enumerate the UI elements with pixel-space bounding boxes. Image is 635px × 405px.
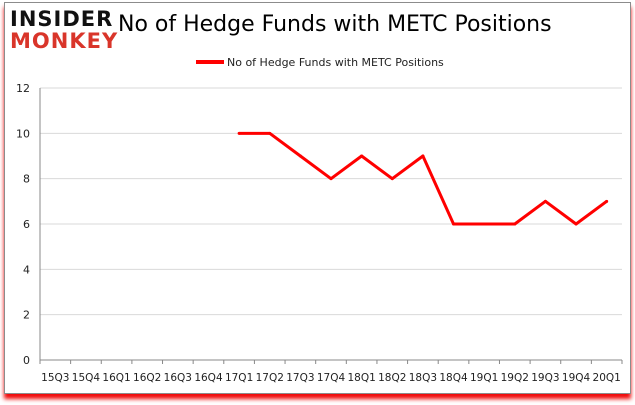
- x-tick-label: 19Q1: [470, 372, 498, 384]
- y-tick-label: 4: [23, 263, 30, 276]
- data-point: [513, 222, 517, 226]
- data-point: [268, 131, 272, 135]
- x-tick-label: 18Q4: [439, 372, 468, 384]
- data-point: [237, 131, 241, 135]
- x-tick-label: 18Q2: [378, 372, 406, 384]
- data-point: [329, 177, 333, 181]
- logo-line2: MONKEY: [10, 29, 119, 53]
- data-point: [452, 222, 456, 226]
- data-point: [390, 177, 394, 181]
- data-point: [605, 199, 609, 203]
- x-tick-label: 17Q1: [225, 372, 253, 384]
- x-tick-label: 17Q2: [256, 372, 284, 384]
- x-tick-label: 16Q4: [194, 372, 223, 384]
- y-tick-label: 0: [23, 354, 30, 367]
- x-tick-label: 15Q4: [72, 372, 101, 384]
- legend-label: No of Hedge Funds with METC Positions: [227, 56, 444, 69]
- x-tick-label: 16Q3: [164, 372, 192, 384]
- y-tick-label: 2: [23, 309, 30, 322]
- x-tick-label: 19Q2: [501, 372, 529, 384]
- data-point: [543, 199, 547, 203]
- y-tick-label: 6: [23, 218, 30, 231]
- x-tick-label: 17Q3: [286, 372, 314, 384]
- x-tick-label: 18Q3: [409, 372, 437, 384]
- x-tick-label: 16Q2: [133, 372, 161, 384]
- data-point: [421, 154, 425, 158]
- y-tick-label: 8: [23, 173, 30, 186]
- x-tick-label: 19Q3: [531, 372, 559, 384]
- y-tick-label: 10: [16, 127, 30, 140]
- data-point: [574, 222, 578, 226]
- x-tick-label: 20Q1: [593, 372, 621, 384]
- x-tick-label: 17Q4: [317, 372, 346, 384]
- x-tick-label: 18Q1: [347, 372, 375, 384]
- logo-line1: INSIDER: [10, 7, 114, 31]
- chart-title: No of Hedge Funds with METC Positions: [118, 12, 552, 37]
- insider-monkey-logo: INSIDER MONKEY: [10, 8, 118, 52]
- x-tick-label: 15Q3: [41, 372, 69, 384]
- data-point: [482, 222, 486, 226]
- chart-frame: [4, 2, 631, 394]
- data-point: [360, 154, 364, 158]
- x-tick-label: 19Q4: [562, 372, 591, 384]
- data-point: [298, 154, 302, 158]
- y-tick-label: 12: [16, 82, 30, 95]
- x-tick-label: 16Q1: [102, 372, 130, 384]
